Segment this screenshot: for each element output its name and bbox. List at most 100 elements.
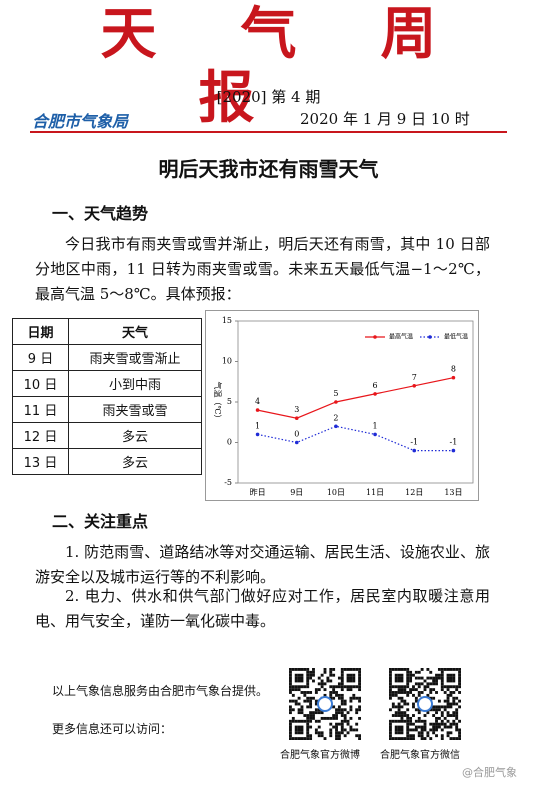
qr-module — [289, 668, 292, 671]
qr-module — [449, 691, 453, 694]
qr-module — [440, 734, 444, 738]
qr-module — [289, 673, 292, 677]
qr-module — [391, 668, 395, 671]
qr-module — [340, 725, 344, 729]
qr-module — [340, 693, 344, 697]
qr-module — [314, 728, 318, 732]
table-cell: 10 日 — [12, 370, 69, 397]
qr-module — [440, 737, 444, 740]
qr-module — [429, 728, 433, 732]
qr-logo — [417, 696, 433, 712]
qr-module — [423, 688, 427, 692]
chart-border — [205, 310, 479, 501]
qr-module — [349, 696, 353, 700]
qr-module — [432, 676, 436, 680]
qr-module — [355, 728, 359, 732]
qr-module — [300, 728, 304, 732]
point — [373, 432, 377, 437]
qr-module — [406, 670, 410, 674]
x-tick-label: 13日 — [444, 488, 462, 497]
qr-module — [449, 705, 453, 709]
qr-module — [420, 725, 424, 729]
qr-module — [437, 708, 441, 712]
qr-module — [355, 711, 359, 715]
qr-module — [335, 716, 338, 720]
qr-module — [320, 731, 324, 735]
qr-module — [435, 682, 438, 686]
qr-module — [432, 682, 436, 686]
qr-module — [306, 728, 310, 732]
qr-module — [455, 696, 459, 700]
qr-caption: 合肥气象官方微信 — [380, 750, 460, 761]
qr-module — [309, 737, 313, 740]
qr-module — [429, 676, 433, 680]
qr-module — [420, 731, 424, 735]
qr-module — [452, 722, 456, 726]
qr-module — [312, 714, 315, 717]
qr-module — [414, 676, 418, 680]
qr-module — [358, 716, 361, 720]
qr-module — [397, 708, 401, 712]
qr-module — [320, 685, 324, 689]
qr-module — [346, 668, 350, 671]
qr-module — [446, 685, 450, 689]
qr-module — [309, 702, 313, 706]
qr-module — [309, 725, 313, 729]
qr-module — [403, 711, 407, 715]
qr-module — [320, 734, 324, 738]
qr-module — [335, 725, 338, 729]
qr-module — [446, 668, 450, 671]
qr-module — [446, 702, 450, 706]
qr-module — [432, 731, 436, 735]
qr-module — [300, 691, 304, 694]
qr-module — [289, 699, 292, 703]
qr-module — [426, 685, 430, 689]
qr-module — [297, 685, 301, 689]
qr-module — [417, 708, 421, 712]
qr-module — [323, 668, 327, 671]
qr-module — [440, 673, 444, 677]
qr-module — [317, 719, 321, 723]
watermark: @合肥气象 — [462, 766, 517, 779]
qr-module — [335, 714, 338, 717]
qr-module — [337, 737, 341, 740]
qr-module — [389, 731, 392, 735]
qr-module — [426, 682, 430, 686]
qr-module — [446, 734, 450, 738]
qr-module — [309, 705, 313, 709]
point — [412, 448, 417, 453]
qr-module — [294, 673, 298, 677]
qr-module — [406, 679, 410, 683]
qr-module — [294, 737, 298, 740]
qr-module — [332, 668, 336, 671]
qr-module — [320, 711, 324, 715]
x-tick-label: 10日 — [327, 488, 345, 497]
qr-module — [458, 719, 461, 723]
qr-module — [314, 688, 318, 692]
qr-module — [343, 699, 347, 703]
qr-module — [446, 714, 450, 717]
qr-module — [449, 714, 453, 717]
point — [255, 432, 260, 437]
qr-module — [306, 691, 310, 694]
qr-module — [435, 691, 438, 694]
legend-label: 最高气温 — [389, 333, 413, 341]
table-row: 11 日雨夹雪或雪 — [12, 396, 202, 423]
table-row: 9 日雨夹雪或雪渐止 — [12, 344, 202, 371]
qr-module — [314, 731, 318, 735]
rule — [30, 131, 507, 133]
qr-module — [452, 685, 456, 689]
qr-module — [335, 708, 338, 712]
issue: [2020] 第 4 期 — [216, 88, 321, 106]
qr-module — [426, 668, 430, 671]
table-cell: 雨夹雪或雪 — [68, 396, 202, 423]
qr-module — [409, 737, 413, 740]
qr-module — [340, 722, 344, 726]
qr-module — [435, 708, 438, 712]
qr-module — [389, 676, 392, 680]
qr-module — [426, 693, 430, 697]
qr-module — [297, 728, 301, 732]
qr-module — [403, 668, 407, 671]
qr-module — [446, 725, 450, 729]
qr-module — [394, 725, 398, 729]
